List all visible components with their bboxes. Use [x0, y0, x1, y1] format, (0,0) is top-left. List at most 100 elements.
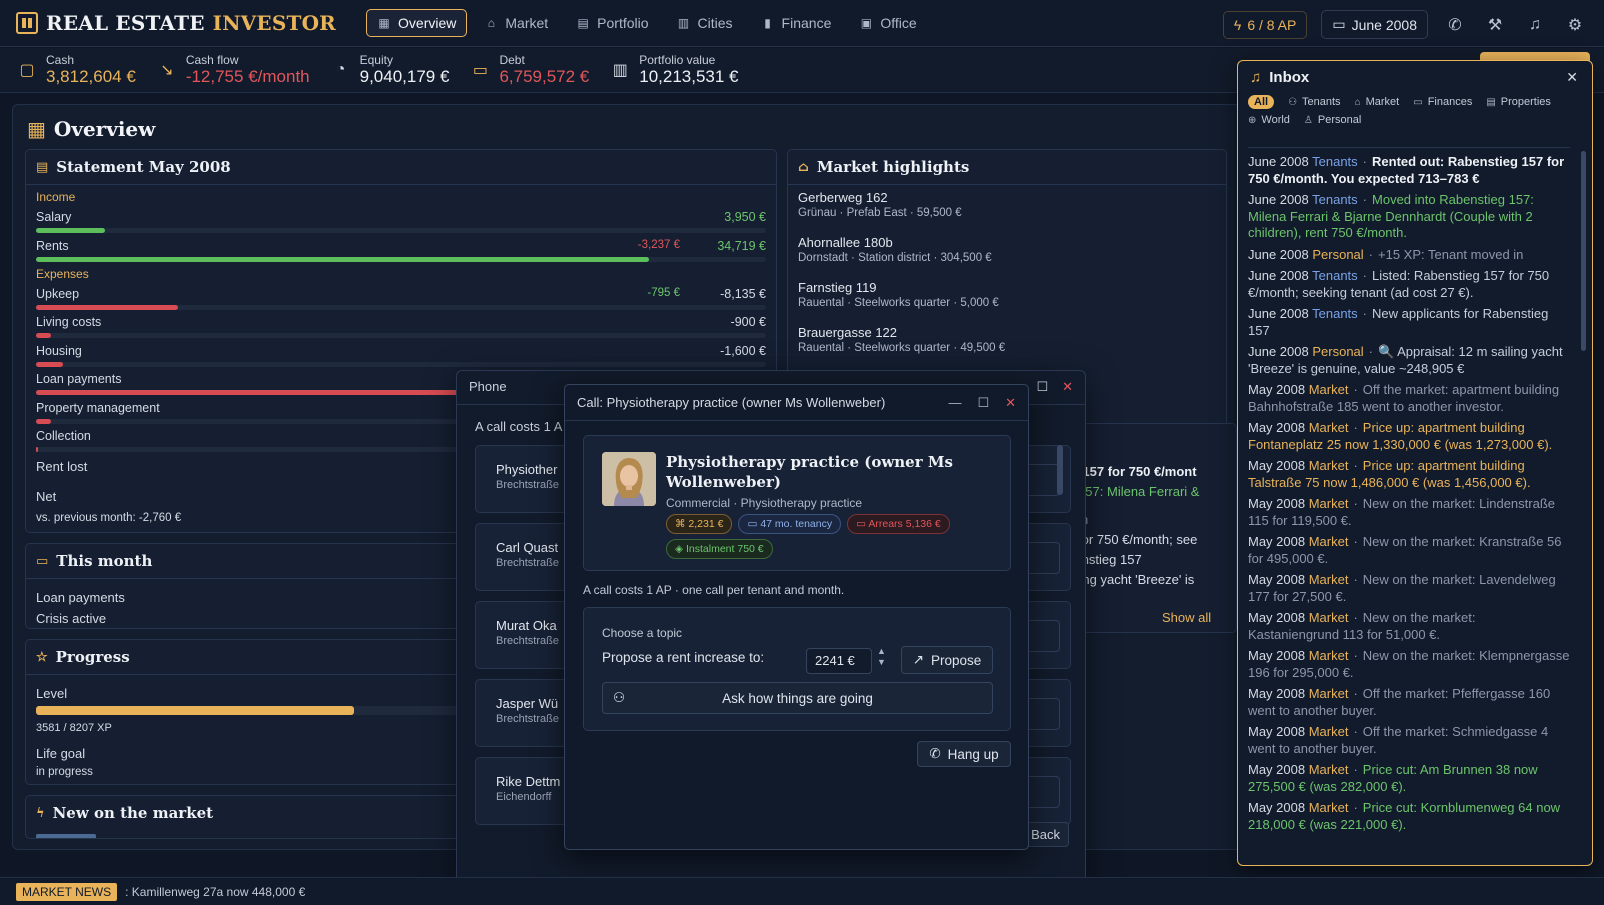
message-date: May 2008 — [1248, 496, 1306, 511]
contact-address: Brechtstraße — [496, 635, 559, 647]
inbox-message[interactable]: May 2008 Market · New on the market: Laven… — [1248, 572, 1570, 605]
tenant-type: Commercial · Physiotherapy practice — [666, 496, 863, 510]
inbox-message[interactable]: May 2008 Market · Price cut: Kornblumenweg… — [1248, 800, 1570, 833]
window-controls: — ☐ ✕ — [948, 395, 1016, 411]
row-value: 34,719 € — [717, 239, 766, 253]
propose-button-label: Propose — [931, 652, 982, 668]
inbox-header: ♫ Inbox — [1250, 69, 1309, 86]
stat-value: 3,812,604 € — [46, 67, 136, 86]
xp-value: 3581 / 8207 XP — [36, 722, 112, 734]
message-category: Market — [1308, 648, 1349, 663]
inbox-message[interactable]: May 2008 Market · New on the market: Krans… — [1248, 534, 1570, 567]
highlight-sub: Rauental · Steelworks quarter · 49,500 € — [798, 342, 1006, 354]
message-category: Personal — [1312, 344, 1364, 359]
tab-market[interactable]: ⌂ Market — [473, 9, 559, 37]
stat-value: 9,040,179 € — [359, 67, 450, 86]
card-header: ϟ New on the market — [26, 796, 776, 830]
arrears-badge: ▭ Arrears 5,136 € — [847, 514, 950, 534]
message-category: Market — [1308, 496, 1349, 511]
this-month-item: Crisis active — [36, 611, 107, 626]
inbox-message[interactable]: May 2008 Market · Price cut: Am Brunnen 38… — [1248, 762, 1570, 795]
inbox-message[interactable]: May 2008 Market · New on the market: Kasta… — [1248, 610, 1570, 643]
market-highlights-title: Market highlights — [816, 158, 970, 176]
badge-text: 2,231 € — [688, 518, 724, 530]
level-label: Level — [36, 686, 68, 701]
separator: · — [1368, 344, 1374, 359]
filter-all[interactable]: All — [1248, 95, 1275, 109]
message-date: May 2008 — [1248, 648, 1306, 663]
tag-icon: ⌘ — [675, 518, 689, 530]
inbox-message[interactable]: June 2008 Tenants · Listed: Rabenstieg 157… — [1248, 268, 1570, 301]
bell-icon[interactable]: ♫ — [1529, 15, 1541, 33]
gear-icon[interactable]: ⚙ — [1567, 16, 1583, 34]
inbox-message[interactable]: May 2008 Market · Price up: apartment buil… — [1248, 420, 1570, 453]
filter-label: Tenants — [1302, 96, 1341, 108]
filter-world[interactable]: ⊕ World — [1248, 114, 1290, 126]
action-points-badge[interactable]: ϟ 6 / 8 AP — [1222, 10, 1308, 39]
stepper-arrows[interactable]: ▲ ▼ — [877, 646, 886, 667]
building-icon — [16, 12, 38, 34]
highlight-item[interactable]: Ahornallee 180b Dornstadt · Station distr… — [798, 235, 992, 264]
close-icon[interactable]: ✕ — [1566, 69, 1578, 85]
stat-cash: ▢ Cash 3,812,604 € — [18, 53, 136, 87]
inbox-message[interactable]: June 2008 Tenants · Moved into Rabenstieg … — [1248, 192, 1570, 242]
propose-button[interactable]: ↗ Propose — [901, 646, 993, 674]
filter-market[interactable]: ⌂ Market — [1355, 95, 1400, 109]
date-badge[interactable]: ▭ June 2008 — [1321, 10, 1428, 39]
back-button[interactable]: Back — [1022, 822, 1069, 847]
minimize-icon[interactable]: — — [948, 394, 962, 410]
inbox-message[interactable]: May 2008 Market · Off the market: apartmen… — [1248, 382, 1570, 415]
inbox-message[interactable]: May 2008 Market · Off the market: Schmiedg… — [1248, 724, 1570, 757]
inbox-message[interactable]: May 2008 Market · New on the market: Linde… — [1248, 496, 1570, 529]
filter-tenants[interactable]: ⚇ Tenants — [1288, 95, 1341, 109]
ask-how-things-button[interactable]: ⚇ Ask how things are going — [602, 682, 993, 714]
message-date: May 2008 — [1248, 572, 1306, 587]
show-all-link[interactable]: Show all — [1162, 610, 1212, 625]
tab-finance[interactable]: ▮ Finance — [750, 9, 843, 37]
message-category: Market — [1308, 572, 1349, 587]
message-date: May 2008 — [1248, 382, 1306, 397]
maximize-icon[interactable]: ☐ — [1036, 379, 1049, 394]
highlight-item[interactable]: Brauergasse 122 Rauental · Steelworks qua… — [798, 325, 1005, 354]
inbox-message[interactable]: June 2008 Tenants · New applicants for Rab… — [1248, 306, 1570, 339]
maximize-icon[interactable]: ☐ — [977, 394, 990, 410]
inbox-message[interactable]: June 2008 Personal · +15 XP: Tenant moved … — [1248, 247, 1570, 264]
store-icon: ⌂ — [487, 16, 495, 30]
call-title: Call: Physiotherapy practice (owner Ms W… — [577, 395, 886, 410]
rent-lost-label: Rent lost — [36, 459, 88, 474]
inbox-message[interactable]: May 2008 Market · New on the market: Klemp… — [1248, 648, 1570, 681]
tab-overview[interactable]: ▦ Overview — [366, 9, 468, 37]
message-date: May 2008 — [1248, 686, 1306, 701]
tab-office[interactable]: ▣ Office — [848, 9, 927, 37]
inbox-message[interactable]: June 2008 Tenants · Rented out: Rabenstieg… — [1248, 154, 1570, 187]
star-icon: ☆ — [36, 649, 48, 665]
scrollbar[interactable] — [1581, 151, 1586, 351]
message-text: Price up: apartment building Fontaneplat… — [1248, 420, 1553, 452]
tab-label: Cities — [697, 15, 733, 31]
phone-icon[interactable]: ✆ — [1448, 16, 1462, 34]
tab-cities[interactable]: ▥ Cities — [666, 9, 744, 37]
hang-up-button[interactable]: ✆ Hang up — [917, 741, 1011, 767]
tab-portfolio[interactable]: ▤ Portfolio — [565, 9, 659, 37]
row-label: Property management — [36, 401, 160, 415]
hammer-icon[interactable]: ⚒ — [1487, 16, 1503, 34]
inbox-message[interactable]: May 2008 Market · Price up: apartment buil… — [1248, 458, 1570, 491]
filter-finances[interactable]: ▭ Finances — [1413, 95, 1472, 109]
inbox-message[interactable]: May 2008 Market · Off the market: Pfefferg… — [1248, 686, 1570, 719]
highlight-item[interactable]: Gerberweg 162 Grünau · Prefab East · 59,5… — [798, 190, 962, 219]
message-text: 🔍 Appraisal: 12 m sailing yacht 'Breeze'… — [1248, 344, 1563, 376]
tenancy-badge: ▭ 47 mo. tenancy — [738, 514, 842, 534]
stat-cashflow: ↘ Cash flow -12,755 €/month — [158, 53, 310, 87]
close-icon[interactable]: ✕ — [1062, 379, 1073, 394]
stat-value: -12,755 €/month — [185, 67, 310, 86]
scrollbar[interactable] — [1057, 445, 1063, 495]
tab-label: Portfolio — [597, 15, 649, 31]
filter-properties[interactable]: ▤ Properties — [1486, 95, 1551, 109]
filter-personal[interactable]: ♙ Personal — [1304, 114, 1361, 126]
close-icon[interactable]: ✕ — [1005, 394, 1016, 410]
thumbnail — [36, 834, 96, 838]
rent-input[interactable]: 2241 € — [806, 648, 872, 674]
highlight-item[interactable]: Farnstieg 119 Rauental · Steelworks quart… — [798, 280, 999, 309]
inbox-message[interactable]: June 2008 Personal · 🔍 Appraisal: 12 m sai… — [1248, 344, 1570, 377]
badge-text: Instalment 750 € — [686, 543, 764, 555]
